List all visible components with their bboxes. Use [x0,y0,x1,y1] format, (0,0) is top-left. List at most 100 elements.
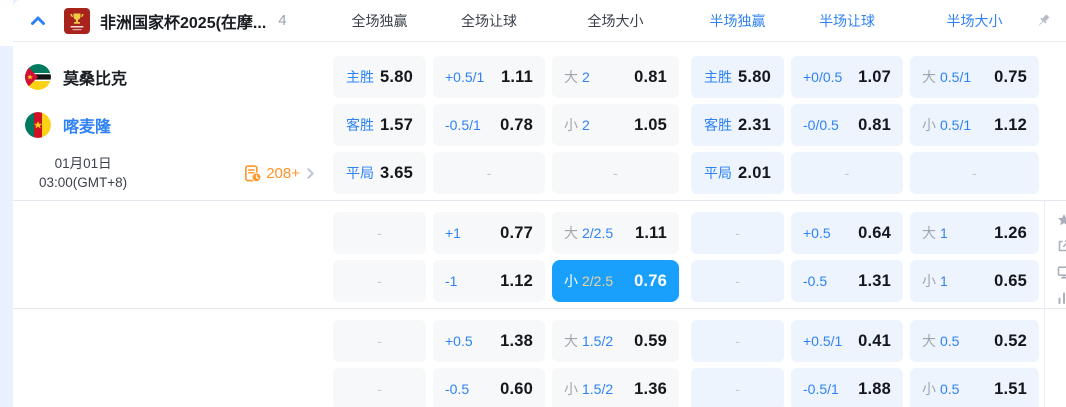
monitor-icon[interactable] [1057,265,1066,279]
odds-cell-win-full[interactable]: 客胜 1.57 [333,104,426,146]
home-team-info: 莫桑比克 [13,56,333,98]
odds-value: 1.07 [858,67,891,86]
odds-cell-ou-half[interactable]: 小 0.5/1 1.12 [910,104,1039,146]
odds-market-label: 平局 [704,165,733,181]
odds-value: 0.65 [994,271,1027,290]
odds-value: 0.76 [634,271,667,290]
odds-cell-ou-half[interactable]: 大 0.5 0.52 [910,320,1039,362]
odds-market-label: +0.5 [445,333,473,349]
odds-value: 1.88 [858,379,891,398]
over-under-line: 1.5/2 [582,381,614,397]
odds-market-label: +0.5/1 [445,69,485,85]
over-under-line: 1 [940,273,948,289]
odds-cell-hc-half[interactable]: -0.5/1 1.88 [791,368,903,407]
odds-cell-ou-full[interactable]: 大 1.5/2 0.59 [552,320,679,362]
odds-cell-ou-half[interactable]: 小 1 0.65 [910,260,1039,302]
odds-cell-hc-full[interactable]: -0.5 0.60 [433,368,545,407]
odds-value: 5.80 [380,67,413,86]
odds-row-cells: - -0.5 0.60 小 1.5/2 1.36- -0.5/1 1.88 小 0.5 1.51 [333,368,1046,407]
odds-value: 1.11 [634,223,667,242]
over-under-line: 0.5 [940,333,960,349]
odds-value: 1.05 [634,115,667,134]
odds-empty-dash: - [377,273,382,289]
odds-row-cells: 平局 3.65 - - 平局 2.01 - - [333,152,1046,194]
odds-cell-ou-half[interactable]: 大 0.5/1 0.75 [910,56,1039,98]
odds-cell-hc-half[interactable]: +0.5/1 0.41 [791,320,903,362]
mozambique-flag-icon [25,64,51,90]
more-markets-link[interactable]: 208+ [243,164,317,183]
odds-cell-hc-full[interactable]: +0.5 1.38 [433,320,545,362]
stats-icon[interactable] [1057,291,1066,305]
odds-cell-win-full[interactable]: 平局 3.65 [333,152,426,194]
odds-row-cells: 客胜 1.57 -0.5/1 0.78 小 2 1.05 客胜 2.31 -0/0.5 0.81 小 0… [333,104,1046,146]
main-odds-group: 莫桑比克 主胜 5.80 +0.5/1 1.11 大 2 0.81 主胜 5.80 +0/0.5 1… [13,56,1066,194]
over-under-line: 2/2.5 [582,225,614,241]
over-under-word: 小 [564,273,578,289]
odds-cell-hc-full[interactable]: +0.5/1 1.11 [433,56,545,98]
odds-market-label: 大 0.5 [922,331,959,351]
odds-cell-hc-half[interactable]: -0/0.5 0.81 [791,104,903,146]
odds-empty-dash: - [735,333,740,349]
over-under-word: 小 [922,381,936,397]
group-divider [13,308,1066,309]
odds-row: - -0.5 0.60 小 1.5/2 1.36- -0.5/1 1.88 小 0.5 1.51 [13,368,1066,407]
odds-value: 0.60 [500,379,533,398]
star-icon[interactable] [1057,213,1066,227]
odds-value: 0.64 [858,223,891,242]
odds-cell-hc-half[interactable]: +0/0.5 1.07 [791,56,903,98]
odds-cell-dash-full: - [333,320,426,362]
odds-cell-ou-full[interactable]: 大 2 0.81 [552,56,679,98]
odds-cell-hc-full[interactable]: +1 0.77 [433,212,545,254]
odds-value: 1.31 [858,271,891,290]
odds-market-label: 小 1.5/2 [564,379,613,399]
chevron-up-icon [31,16,45,25]
odds-cell-hc-full[interactable]: -0.5/1 0.78 [433,104,545,146]
over-under-word: 小 [922,273,936,289]
odds-empty-dash: - [486,165,492,181]
column-header-half-1x2: 半场独赢 [709,12,766,29]
home-team-name: 莫桑比克 [63,71,128,88]
odds-cell-hc-half[interactable]: +0.5 0.64 [791,212,903,254]
odds-cell-ou-half[interactable]: 小 0.5 1.51 [910,368,1039,407]
more-markets-count: 208+ [266,164,300,182]
over-under-line: 2/2.5 [582,273,614,289]
odds-cell-dash-half: - [691,260,784,302]
over-under-word: 大 [564,225,578,241]
odds-value: 0.59 [634,331,667,350]
odds-cell-hc-full[interactable]: -1 1.12 [433,260,545,302]
collapse-button[interactable] [27,10,49,32]
odds-market-label: 客胜 [346,117,375,133]
share-icon[interactable] [1057,239,1066,253]
odds-cell-ou-full[interactable]: 大 2/2.5 1.11 [552,212,679,254]
odds-cell-ou-half[interactable]: 大 1 1.26 [910,212,1039,254]
away-team-row: 喀麦隆 客胜 1.57 -0.5/1 0.78 小 2 1.05 客胜 2.31 -0/0.5 0.… [13,104,1066,146]
over-under-line: 2 [582,117,590,133]
secondary-odds-group-1: - +1 0.77 大 2/2.5 1.11- +0.5 0.64 大 1 1.26 - -1 1.12… [13,212,1066,302]
chevron-right-icon [307,167,314,179]
match-time-info: 01月01日 03:00(GMT+8) 208+ [13,152,333,194]
odds-market-label: -0.5 [445,381,470,397]
odds-cell-ou-full[interactable]: 小 2/2.5 0.76 [552,260,679,302]
odds-cell-win-half[interactable]: 客胜 2.31 [691,104,784,146]
odds-cell-win-full[interactable]: 主胜 5.80 [333,56,426,98]
history-list-clock-icon [245,164,262,182]
odds-empty-dash: - [377,225,382,241]
column-header-half-handicap: 半场让球 [819,12,875,29]
league-odds-panel: 非洲国家杯2025(在摩... 4 全场独赢 全场让球 全场大小 半场独赢 半场… [13,0,1066,407]
odds-cell-win-half[interactable]: 主胜 5.80 [691,56,784,98]
odds-cell-hc-half[interactable]: -0.5 1.31 [791,260,903,302]
odds-cell-ou-full[interactable]: 小 2 1.05 [552,104,679,146]
odds-value: 2.31 [738,115,771,134]
odds-cell-ou-full[interactable]: 小 1.5/2 1.36 [552,368,679,407]
pushpin-icon[interactable] [1031,8,1055,32]
odds-cell-win-half[interactable]: 平局 2.01 [691,152,784,194]
league-header-info: 非洲国家杯2025(在摩... 4 [13,7,333,34]
match-time: 03:00(GMT+8) [39,175,128,190]
odds-value: 2.01 [738,163,771,182]
odds-row-cells: 主胜 5.80 +0.5/1 1.11 大 2 0.81 主胜 5.80 +0/0.5 1.07 大 0… [333,56,1046,98]
over-under-word: 大 [922,333,936,349]
odds-market-label: +1 [445,225,461,241]
